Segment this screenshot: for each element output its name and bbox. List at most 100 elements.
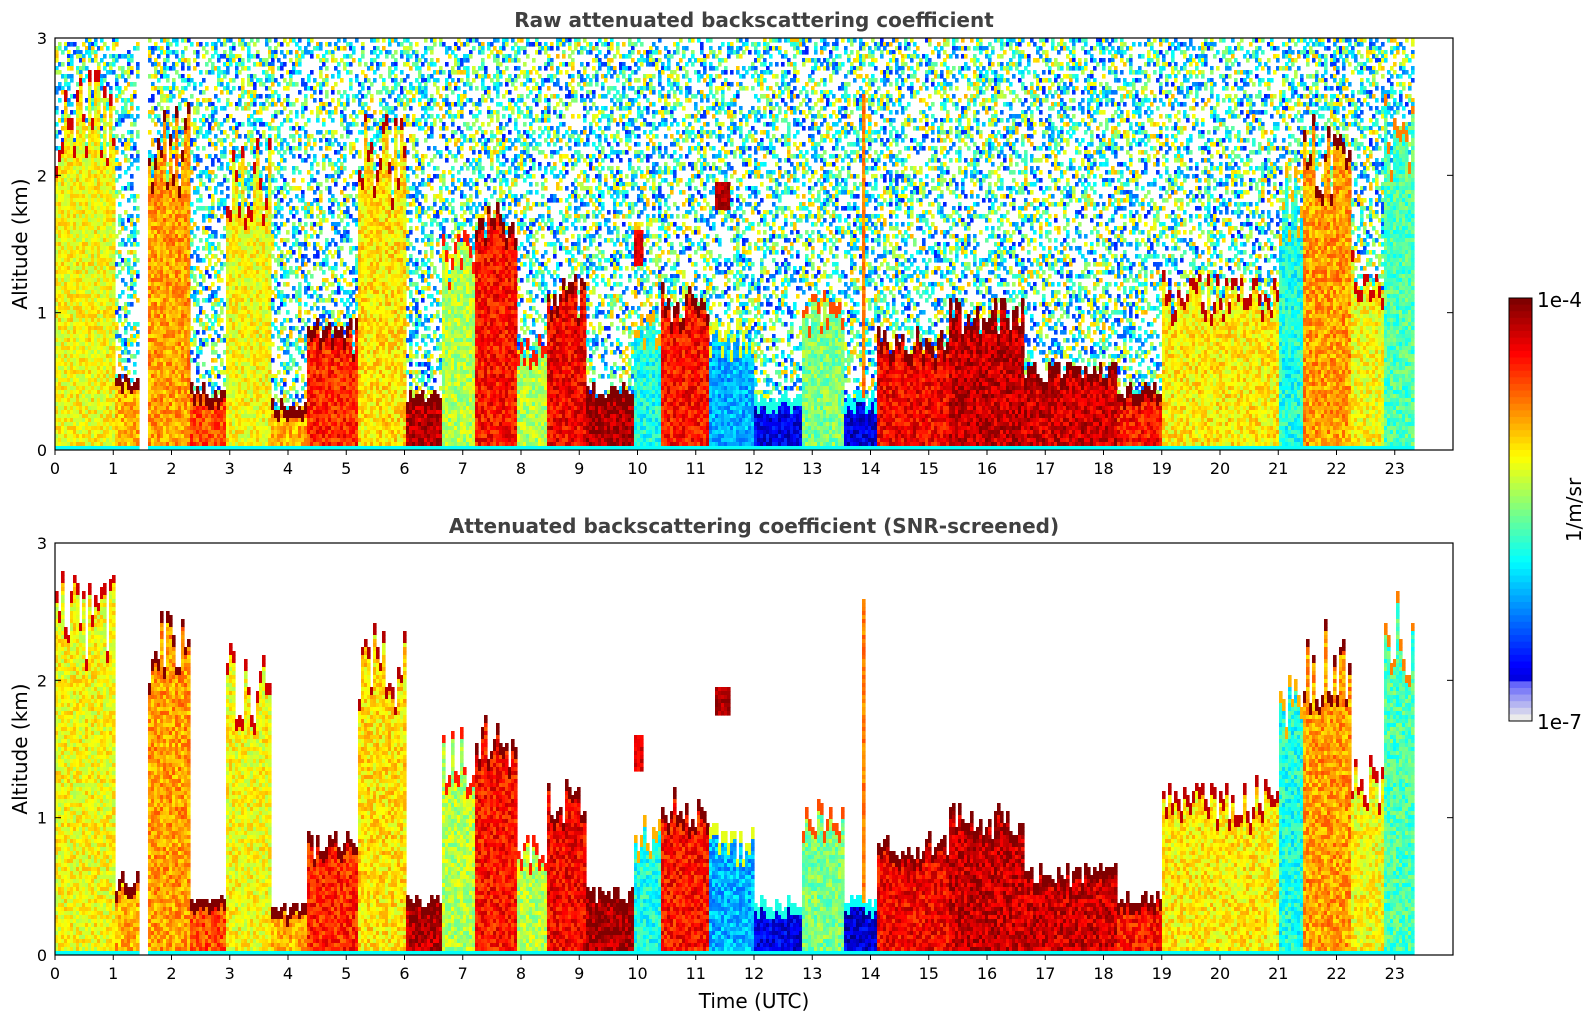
heatmap-cell bbox=[196, 186, 200, 191]
heatmap-cell bbox=[118, 250, 122, 255]
heatmap-cell bbox=[112, 202, 116, 207]
heatmap-cell bbox=[124, 366, 128, 371]
heatmap-cell bbox=[121, 194, 125, 199]
heatmap-cell bbox=[112, 106, 116, 111]
heatmap-cell bbox=[133, 142, 137, 147]
heatmap-cell bbox=[169, 138, 173, 143]
heatmap-cell bbox=[199, 318, 203, 323]
heatmap-cell bbox=[136, 242, 140, 247]
heatmap-cell bbox=[103, 90, 107, 95]
heatmap-cell bbox=[70, 62, 74, 67]
heatmap-cell bbox=[172, 94, 176, 99]
heatmap-cell bbox=[199, 270, 203, 275]
heatmap-cell bbox=[172, 82, 176, 87]
heatmap-cell bbox=[187, 58, 191, 63]
heatmap-cell bbox=[175, 146, 179, 151]
heatmap-cell bbox=[133, 90, 137, 95]
heatmap-cell bbox=[136, 206, 140, 211]
heatmap-cell bbox=[97, 62, 101, 67]
heatmap-cell bbox=[70, 130, 74, 135]
heatmap-cell bbox=[103, 130, 107, 135]
heatmap-cell bbox=[187, 366, 191, 371]
heatmap-cell bbox=[163, 154, 167, 159]
heatmap-cell bbox=[130, 266, 134, 271]
heatmap-cell bbox=[118, 362, 122, 367]
heatmap-cell bbox=[187, 82, 191, 87]
heatmap-cell bbox=[190, 102, 194, 107]
heatmap-cell bbox=[97, 94, 101, 99]
heatmap-cell bbox=[184, 98, 188, 103]
heatmap-cell bbox=[94, 54, 98, 59]
heatmap-cell bbox=[166, 74, 170, 79]
heatmap-cell bbox=[130, 54, 134, 59]
heatmap-cell bbox=[151, 110, 155, 115]
heatmap-cell bbox=[175, 42, 179, 47]
heatmap-cell bbox=[163, 150, 167, 155]
heatmap-cell bbox=[124, 226, 128, 231]
heatmap-cell bbox=[115, 42, 119, 47]
heatmap-cell bbox=[169, 166, 173, 171]
heatmap-cell bbox=[190, 382, 194, 387]
heatmap-cell bbox=[124, 374, 128, 379]
heatmap-cell bbox=[112, 278, 116, 283]
heatmap-cell bbox=[130, 162, 134, 167]
heatmap-cell bbox=[115, 274, 119, 279]
heatmap-cell bbox=[166, 78, 170, 83]
heatmap-cell bbox=[88, 38, 92, 43]
heatmap-cell bbox=[112, 62, 116, 67]
heatmap-cell bbox=[199, 126, 203, 131]
figure: Raw attenuated backscattering coefficien… bbox=[0, 0, 1595, 1020]
heatmap-cell bbox=[112, 206, 116, 211]
heatmap-cell bbox=[115, 322, 119, 327]
heatmap-cell bbox=[136, 106, 140, 111]
heatmap-cell bbox=[133, 254, 137, 259]
heatmap-cell bbox=[121, 134, 125, 139]
heatmap-cell bbox=[112, 362, 116, 367]
heatmap-cell bbox=[199, 346, 203, 351]
heatmap-cell bbox=[136, 402, 140, 407]
heatmap-cell bbox=[187, 162, 191, 167]
heatmap-cell bbox=[130, 186, 134, 191]
heatmap-cell bbox=[163, 166, 167, 171]
heatmap-cell bbox=[124, 242, 128, 247]
heatmap-cell bbox=[196, 362, 200, 367]
heatmap-cell bbox=[115, 326, 119, 331]
heatmap-cell bbox=[136, 434, 140, 439]
heatmap-cell bbox=[187, 106, 191, 111]
heatmap-cell bbox=[79, 82, 83, 87]
heatmap-cell bbox=[79, 86, 83, 91]
heatmap-cell bbox=[79, 50, 83, 55]
heatmap-cell bbox=[82, 114, 86, 119]
heatmap-cell bbox=[121, 150, 125, 155]
heatmap-cell bbox=[124, 282, 128, 287]
heatmap-cell bbox=[82, 42, 86, 47]
heatmap-cell bbox=[175, 122, 179, 127]
heatmap-cell bbox=[169, 170, 173, 175]
heatmap-cell bbox=[124, 346, 128, 351]
heatmap-cell bbox=[124, 86, 128, 91]
heatmap-cell bbox=[112, 182, 116, 187]
heatmap-cell bbox=[172, 78, 176, 83]
heatmap-cell bbox=[130, 138, 134, 143]
heatmap-cell bbox=[112, 142, 116, 147]
heatmap-cell bbox=[154, 74, 158, 79]
heatmap-cell bbox=[127, 142, 131, 147]
heatmap-cell bbox=[127, 50, 131, 55]
heatmap-cell bbox=[169, 42, 173, 47]
heatmap-cell bbox=[103, 138, 107, 143]
heatmap-cell bbox=[112, 350, 116, 355]
heatmap-cell bbox=[190, 270, 194, 275]
heatmap-cell bbox=[136, 430, 140, 435]
heatmap-cell bbox=[121, 66, 125, 71]
heatmap-cell bbox=[169, 158, 173, 163]
heatmap-cell bbox=[70, 122, 74, 127]
heatmap-cell bbox=[61, 50, 65, 55]
heatmap-cell bbox=[79, 98, 83, 103]
heatmap-cell bbox=[118, 214, 122, 219]
heatmap-cell bbox=[169, 162, 173, 167]
heatmap-cell bbox=[190, 78, 194, 83]
heatmap-cell bbox=[199, 238, 203, 243]
heatmap-cell bbox=[172, 66, 176, 71]
heatmap-cell bbox=[136, 46, 140, 51]
heatmap-cell bbox=[103, 118, 107, 123]
